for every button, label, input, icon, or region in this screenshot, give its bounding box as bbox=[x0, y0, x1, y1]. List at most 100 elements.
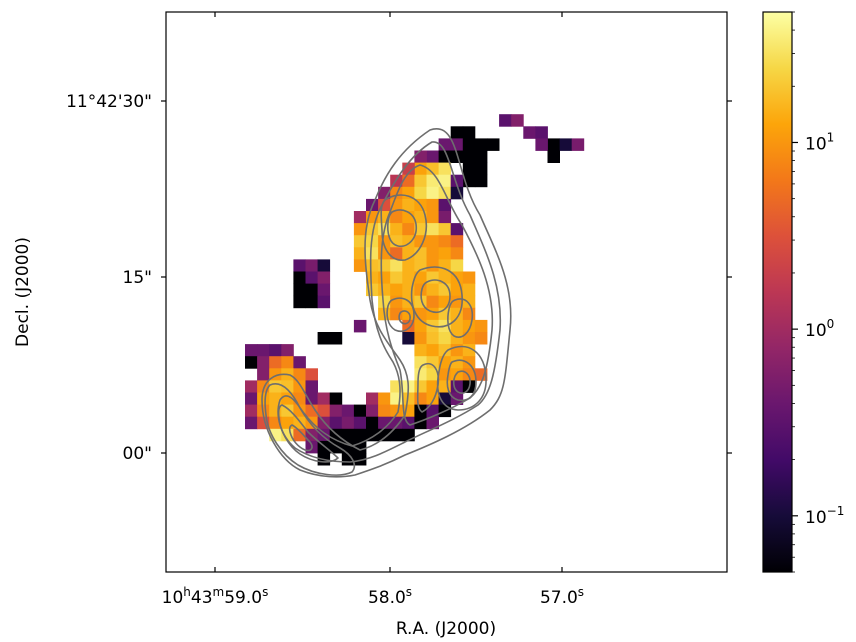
heatmap-pixel bbox=[245, 416, 258, 430]
heatmap-pixel bbox=[305, 404, 318, 418]
heatmap-pixel bbox=[257, 356, 270, 369]
heatmap-pixel bbox=[305, 283, 318, 297]
heatmap-pixel bbox=[293, 259, 306, 272]
heatmap-pixel bbox=[293, 404, 306, 418]
heatmap-pixel bbox=[462, 332, 476, 345]
heatmap-pixel bbox=[317, 332, 331, 345]
heatmap-pixel bbox=[426, 247, 439, 260]
heatmap-pixel bbox=[462, 126, 476, 139]
heatmap-pixel bbox=[366, 416, 379, 430]
heatmap-pixel bbox=[450, 259, 464, 272]
contour-17 bbox=[288, 424, 313, 452]
heatmap-pixel bbox=[317, 259, 331, 272]
heatmap-pixel bbox=[438, 259, 452, 272]
heatmap-pixel bbox=[317, 392, 331, 405]
heatmap-pixel bbox=[245, 356, 258, 369]
heatmap-pixel bbox=[462, 150, 476, 163]
contour-lines bbox=[261, 128, 512, 478]
heatmap-pixel bbox=[245, 344, 258, 357]
x-tick-label: 10h43m59.0s bbox=[162, 585, 269, 608]
heatmap-pixel bbox=[281, 416, 294, 430]
heatmap-pixel bbox=[426, 211, 439, 224]
heatmap-pixel bbox=[281, 344, 294, 357]
heatmap-pixel bbox=[462, 368, 476, 381]
y-tick-labels: 11°42'30" 15" 00" bbox=[66, 92, 152, 464]
heatmap-pixel bbox=[414, 356, 427, 369]
heatmap-pixel bbox=[245, 392, 258, 405]
heatmap-pixel bbox=[402, 223, 415, 236]
heatmap-pixel bbox=[305, 259, 318, 272]
heatmap-pixel bbox=[402, 235, 415, 248]
contour-16 bbox=[277, 404, 339, 463]
heatmap-pixel bbox=[390, 392, 403, 405]
heatmap-pixel bbox=[438, 271, 452, 284]
heatmap-pixel bbox=[257, 392, 270, 405]
heatmap-pixel bbox=[390, 211, 403, 224]
heatmap-pixel bbox=[402, 392, 415, 405]
image-plot: 10h43m59.0s 58.0s 57.0s 11°42'30" 15" 00" R.… bbox=[13, 11, 732, 639]
heatmap-pixel bbox=[535, 138, 548, 151]
heatmap-pixel bbox=[378, 392, 391, 405]
heatmap-pixel bbox=[293, 295, 306, 309]
heatmap-pixel bbox=[293, 356, 306, 369]
x-tick-labels: 10h43m59.0s 58.0s 57.0s bbox=[162, 585, 584, 608]
heatmap-pixel bbox=[414, 271, 427, 284]
heatmap-pixel bbox=[426, 404, 439, 418]
heatmap-pixel bbox=[293, 271, 306, 284]
heatmap-pixel bbox=[450, 235, 464, 248]
heatmap-pixel bbox=[293, 428, 306, 442]
heatmap-pixel bbox=[390, 223, 403, 236]
contour-10 bbox=[447, 298, 474, 338]
heatmap-pixel bbox=[366, 404, 379, 418]
y-ticks bbox=[161, 100, 732, 454]
heatmap-pixel bbox=[414, 283, 427, 297]
heatmap-pixel bbox=[414, 150, 427, 163]
heatmap-pixel bbox=[353, 319, 367, 333]
heatmap-pixel bbox=[305, 295, 318, 309]
contour-13 bbox=[452, 370, 471, 394]
heatmap-pixel bbox=[426, 416, 439, 430]
contour-14 bbox=[416, 363, 440, 413]
heatmap-pixel bbox=[426, 235, 439, 248]
heatmap-pixel bbox=[245, 380, 258, 393]
x-axis-label: R.A. (J2000) bbox=[396, 619, 496, 639]
heatmap-pixel bbox=[450, 247, 464, 260]
heatmap-pixel bbox=[438, 211, 452, 224]
heatmap-pixel bbox=[305, 271, 318, 284]
heatmap-pixel bbox=[353, 235, 367, 248]
heatmap-pixel bbox=[426, 259, 439, 272]
heatmap-pixel bbox=[414, 174, 427, 188]
heatmap-pixel bbox=[341, 404, 355, 418]
heatmap-pixel bbox=[317, 404, 331, 418]
heatmap-pixel bbox=[474, 150, 488, 163]
heatmap-pixel bbox=[414, 344, 427, 357]
heatmap-pixel bbox=[450, 356, 464, 369]
heatmap-pixel bbox=[426, 380, 439, 393]
heatmap-pixel bbox=[353, 259, 367, 272]
heatmap-pixel bbox=[305, 380, 318, 393]
heatmap-pixel bbox=[390, 428, 403, 442]
heatmap-pixel bbox=[317, 428, 331, 442]
heatmap-pixel bbox=[402, 198, 415, 212]
heatmap-pixel bbox=[426, 283, 439, 297]
heatmap-pixel bbox=[426, 150, 439, 163]
contour-9 bbox=[398, 310, 411, 325]
heatmap-pixel bbox=[438, 235, 452, 248]
heatmap-pixel bbox=[390, 380, 403, 393]
heatmap-pixel bbox=[523, 126, 536, 139]
heatmap-pixel bbox=[450, 138, 464, 151]
heatmap-pixel bbox=[438, 223, 452, 236]
heatmap-pixel bbox=[474, 174, 488, 188]
heatmap-pixel bbox=[571, 138, 585, 151]
contour-11 bbox=[436, 345, 487, 411]
heatmap-pixel bbox=[390, 307, 403, 321]
heatmap-pixel bbox=[462, 138, 476, 151]
x-tick-label: 58.0s bbox=[368, 585, 412, 608]
heatmap-pixel bbox=[487, 138, 500, 151]
heatmap-pixel bbox=[438, 247, 452, 260]
heatmap-pixel bbox=[474, 138, 488, 151]
heatmap-pixel bbox=[450, 319, 464, 333]
heatmap-pixel bbox=[474, 368, 488, 381]
heatmap-pixel bbox=[426, 223, 439, 236]
